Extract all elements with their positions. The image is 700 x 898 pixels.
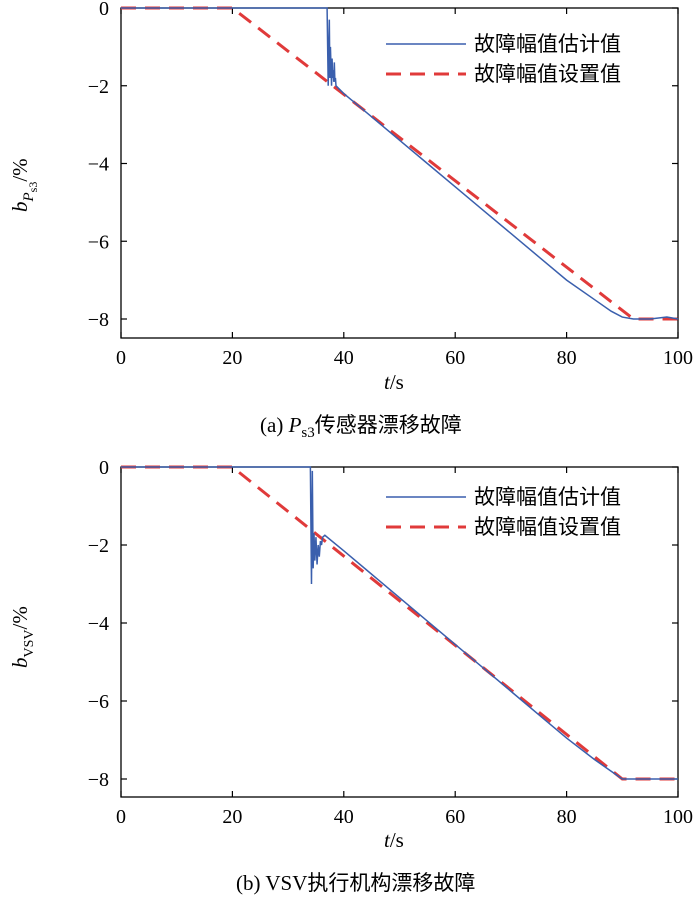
y-tick-label: −4 bbox=[88, 613, 109, 635]
x-tick-label: 20 bbox=[222, 806, 242, 828]
y-tick-label: −4 bbox=[88, 154, 109, 176]
x-tick-label: 40 bbox=[334, 806, 354, 828]
y-tick-label: 0 bbox=[99, 457, 109, 479]
estimate-series-line bbox=[121, 7, 679, 320]
panel-a-plot-frame bbox=[120, 7, 679, 339]
panel-b-legend-setpoint-label: 故障幅值设置值 bbox=[474, 515, 621, 539]
panel-b: 0 20 40 60 80 100 0 −2 −4 −6 −8 故障幅值估计值 故障幅值设置值 t… bbox=[8, 457, 693, 895]
x-tick-label: 100 bbox=[663, 347, 693, 369]
y-tick-label: −6 bbox=[88, 691, 109, 713]
y-tick-label: −6 bbox=[88, 231, 109, 253]
panel-a-legend: 故障幅值估计值 故障幅值设置值 bbox=[386, 32, 621, 86]
panel-b-x-ticks: 0 20 40 60 80 100 bbox=[116, 467, 693, 828]
x-tick-label: 80 bbox=[557, 347, 577, 369]
x-tick-label: 60 bbox=[445, 347, 465, 369]
y-tick-label: −2 bbox=[88, 535, 109, 557]
x-tick-label: 0 bbox=[116, 806, 126, 828]
panel-b-y-axis-label: bVSV/% bbox=[8, 606, 37, 668]
panel-a-y-ticks: 0 −2 −4 −6 −8 bbox=[88, 0, 678, 331]
x-tick-label: 80 bbox=[557, 806, 577, 828]
x-tick-label: 20 bbox=[222, 347, 242, 369]
panel-a-series bbox=[121, 6, 679, 321]
panel-a-legend-setpoint-label: 故障幅值设置值 bbox=[474, 62, 621, 86]
panel-a-x-ticks: 0 20 40 60 80 100 bbox=[116, 8, 693, 369]
x-tick-label: 60 bbox=[445, 806, 465, 828]
panel-b-legend-estimate-label: 故障幅值估计值 bbox=[474, 485, 621, 509]
y-tick-label: −8 bbox=[88, 769, 109, 791]
panel-a: 0 20 40 60 80 100 0 −2 −4 −6 −8 故障幅值估计值 故障幅值设置值 t… bbox=[8, 0, 693, 441]
x-tick-label: 0 bbox=[116, 347, 126, 369]
panel-a-legend-estimate-label: 故障幅值估计值 bbox=[474, 32, 621, 56]
x-tick-label: 100 bbox=[663, 806, 693, 828]
panel-b-legend: 故障幅值估计值 故障幅值设置值 bbox=[386, 485, 621, 539]
panel-b-y-ticks: 0 −2 −4 −6 −8 bbox=[88, 457, 678, 791]
y-tick-label: −2 bbox=[88, 76, 109, 98]
panel-b-series bbox=[121, 465, 678, 781]
panel-a-y-axis-label: bPs3/% bbox=[8, 158, 40, 212]
panel-b-caption: (b) VSV执行机构漂移故障 bbox=[236, 871, 475, 895]
y-tick-label: 0 bbox=[99, 0, 109, 20]
panel-a-caption: (a) Ps3传感器漂移故障 bbox=[260, 413, 462, 441]
estimate-series-line bbox=[121, 466, 678, 780]
panel-b-plot-frame bbox=[120, 466, 679, 798]
panel-b-x-axis-label: t/s bbox=[384, 828, 404, 852]
panel-a-x-axis-label: t/s bbox=[384, 370, 404, 394]
setpoint-series-line bbox=[121, 465, 678, 781]
y-tick-label: −8 bbox=[88, 309, 109, 331]
x-tick-label: 40 bbox=[334, 347, 354, 369]
